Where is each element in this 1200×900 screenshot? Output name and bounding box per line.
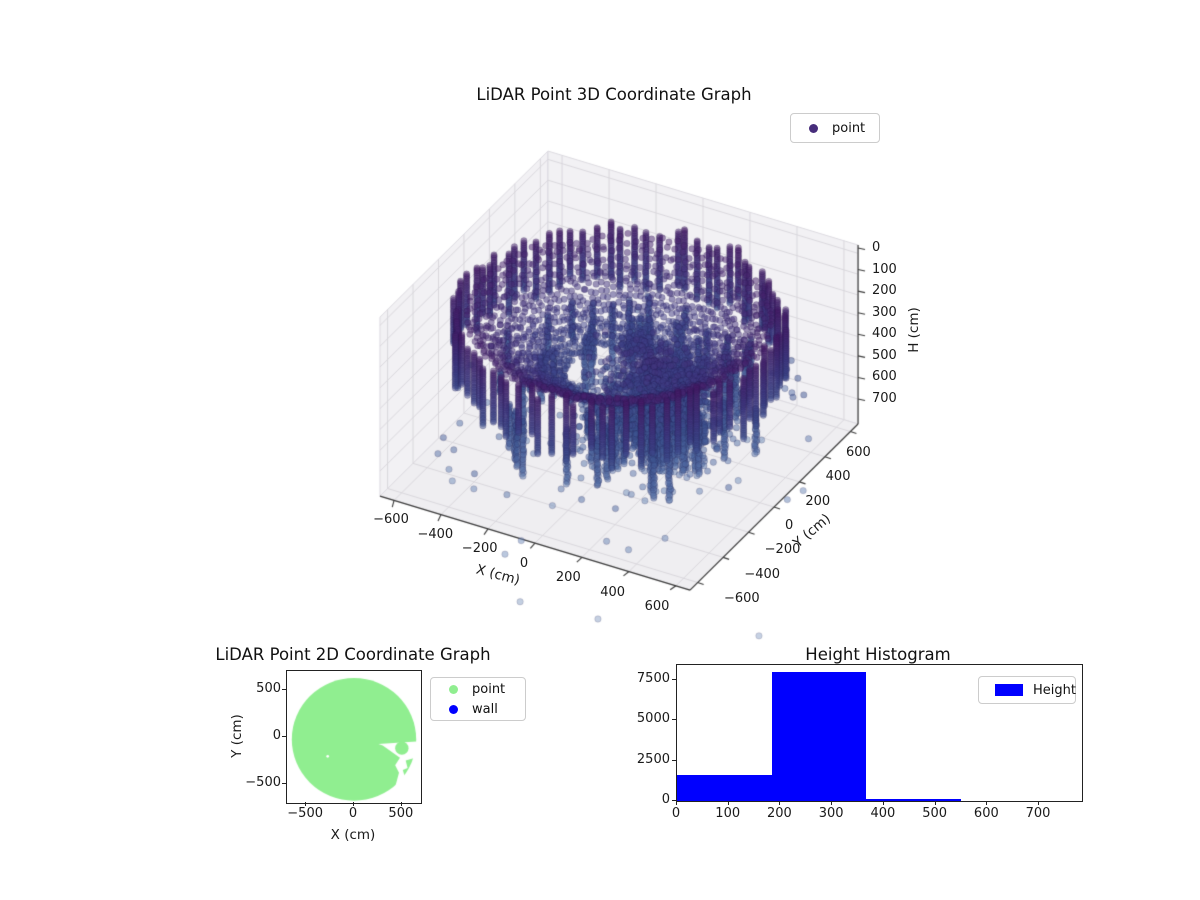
plot3d-y-tick-label: 200 — [805, 493, 831, 509]
point-marker-icon — [809, 123, 818, 133]
histogram-x-tick-label: 500 — [922, 806, 948, 821]
histogram-x-tick-label: 100 — [715, 806, 741, 821]
plot2d-y-tick — [282, 688, 286, 690]
plot2d-x-tick — [400, 802, 402, 806]
histogram-legend-row: Height — [979, 680, 1076, 700]
plot3d-x-tick-label: 200 — [555, 570, 581, 585]
histogram-y-tick-label: 0 — [661, 792, 670, 807]
plot2d-legend: point wall — [430, 677, 526, 721]
plot3d-x-tick-label: −400 — [417, 526, 454, 542]
plot3d-h-tick-label: 0 — [872, 240, 881, 255]
histogram-title: Height Histogram — [805, 645, 951, 664]
plot2d-y-tick-label: −500 — [245, 775, 281, 791]
plot3d-title: LiDAR Point 3D Coordinate Graph — [476, 85, 752, 104]
plot2d-y-axis-label: Y (cm) — [229, 714, 245, 758]
plot2d-x-tick — [353, 802, 354, 806]
scatter3d-canvas — [0, 0, 1200, 660]
plot2d-axes — [286, 670, 422, 804]
plot3d-legend: point — [790, 113, 880, 143]
plot3d-x-tick-label: −200 — [461, 541, 498, 556]
histogram-x-tick-label: 700 — [1025, 806, 1051, 821]
scatter2d-canvas — [287, 671, 421, 803]
plot3d-legend-row: point — [791, 118, 879, 138]
plot3d-h-tick-label: 200 — [872, 283, 897, 299]
plot3d-y-tick-label: −400 — [744, 566, 781, 582]
plot3d-h-tick-label: 700 — [872, 390, 897, 406]
wall-marker-icon — [449, 704, 458, 714]
plot2d-legend-row-point: point — [431, 679, 525, 699]
plot2d-x-tick-label: −500 — [287, 806, 323, 821]
plot3d-x-tick-label: 400 — [600, 584, 626, 600]
histogram-y-tick — [672, 719, 676, 721]
plot3d-h-tick-label: 600 — [872, 369, 897, 385]
histogram-x-tick — [727, 801, 729, 805]
plot2d-legend-row-wall: wall — [431, 699, 525, 719]
plot3d-h-tick-label: 500 — [872, 347, 897, 363]
plot2d-x-tick-label: 0 — [348, 806, 358, 821]
plot3d-h-tick-label: 300 — [872, 304, 897, 320]
histogram-x-tick — [831, 801, 833, 805]
histogram-legend-label: Height — [1033, 682, 1076, 698]
histogram-x-tick-label: 0 — [671, 806, 681, 821]
histogram-x-tick-label: 200 — [767, 806, 792, 821]
histogram-y-tick — [672, 679, 676, 680]
plot3d-x-tick-label: −600 — [373, 512, 409, 527]
plot2d-x-tick-label: 500 — [388, 806, 414, 821]
plot2d-legend-label-point: point — [472, 681, 506, 697]
histogram-x-tick — [1038, 801, 1040, 805]
plot3d-h-tick-label: 100 — [872, 261, 897, 277]
point-marker-icon — [449, 684, 458, 694]
plot2d-y-tick — [282, 736, 286, 737]
histogram-bar — [866, 799, 961, 801]
plot2d-x-tick — [305, 802, 307, 806]
histogram-y-tick-label: 7500 — [636, 671, 670, 686]
plot3d-legend-label: point — [832, 120, 866, 136]
histogram-x-tick-label: 400 — [870, 806, 896, 821]
histogram-x-tick-label: 300 — [818, 806, 844, 821]
histogram-x-tick — [986, 801, 988, 805]
histogram-bar — [677, 775, 772, 801]
histogram-y-tick-label: 5000 — [636, 711, 670, 727]
plot3d-h-axis-label: H (cm) — [906, 307, 922, 353]
plot3d-y-tick-label: −600 — [724, 591, 760, 606]
plot2d-y-tick-label: 500 — [256, 680, 281, 696]
histogram-x-tick — [676, 801, 677, 805]
plot3d-h-tick-label: 400 — [872, 326, 897, 342]
height-patch-icon — [995, 684, 1023, 696]
plot3d-x-tick-label: 600 — [644, 599, 670, 614]
histogram-x-tick — [882, 801, 884, 805]
plot3d-x-tick-label: 0 — [519, 555, 529, 571]
histogram-y-tick — [672, 800, 676, 801]
histogram-y-tick — [672, 759, 676, 761]
histogram-x-tick — [934, 801, 936, 805]
plot2d-legend-label-wall: wall — [472, 701, 498, 717]
plot2d-title: LiDAR Point 2D Coordinate Graph — [215, 645, 491, 664]
plot2d-y-tick-label: 0 — [272, 728, 281, 743]
histogram-y-tick-label: 2500 — [636, 751, 670, 767]
plot3d-y-tick-label: 0 — [785, 518, 794, 533]
plot2d-y-tick — [282, 783, 286, 785]
plot3d-y-tick-label: −200 — [764, 542, 801, 558]
plot3d-y-tick-label: 400 — [825, 469, 851, 485]
histogram-x-tick — [779, 801, 781, 805]
histogram-axes — [676, 664, 1083, 802]
histogram-bar — [771, 671, 867, 801]
plot3d-y-tick-label: 600 — [846, 445, 871, 460]
plot2d-x-axis-label: X (cm) — [330, 827, 376, 843]
histogram-x-tick-label: 600 — [973, 806, 999, 821]
histogram-legend: Height — [978, 676, 1076, 704]
